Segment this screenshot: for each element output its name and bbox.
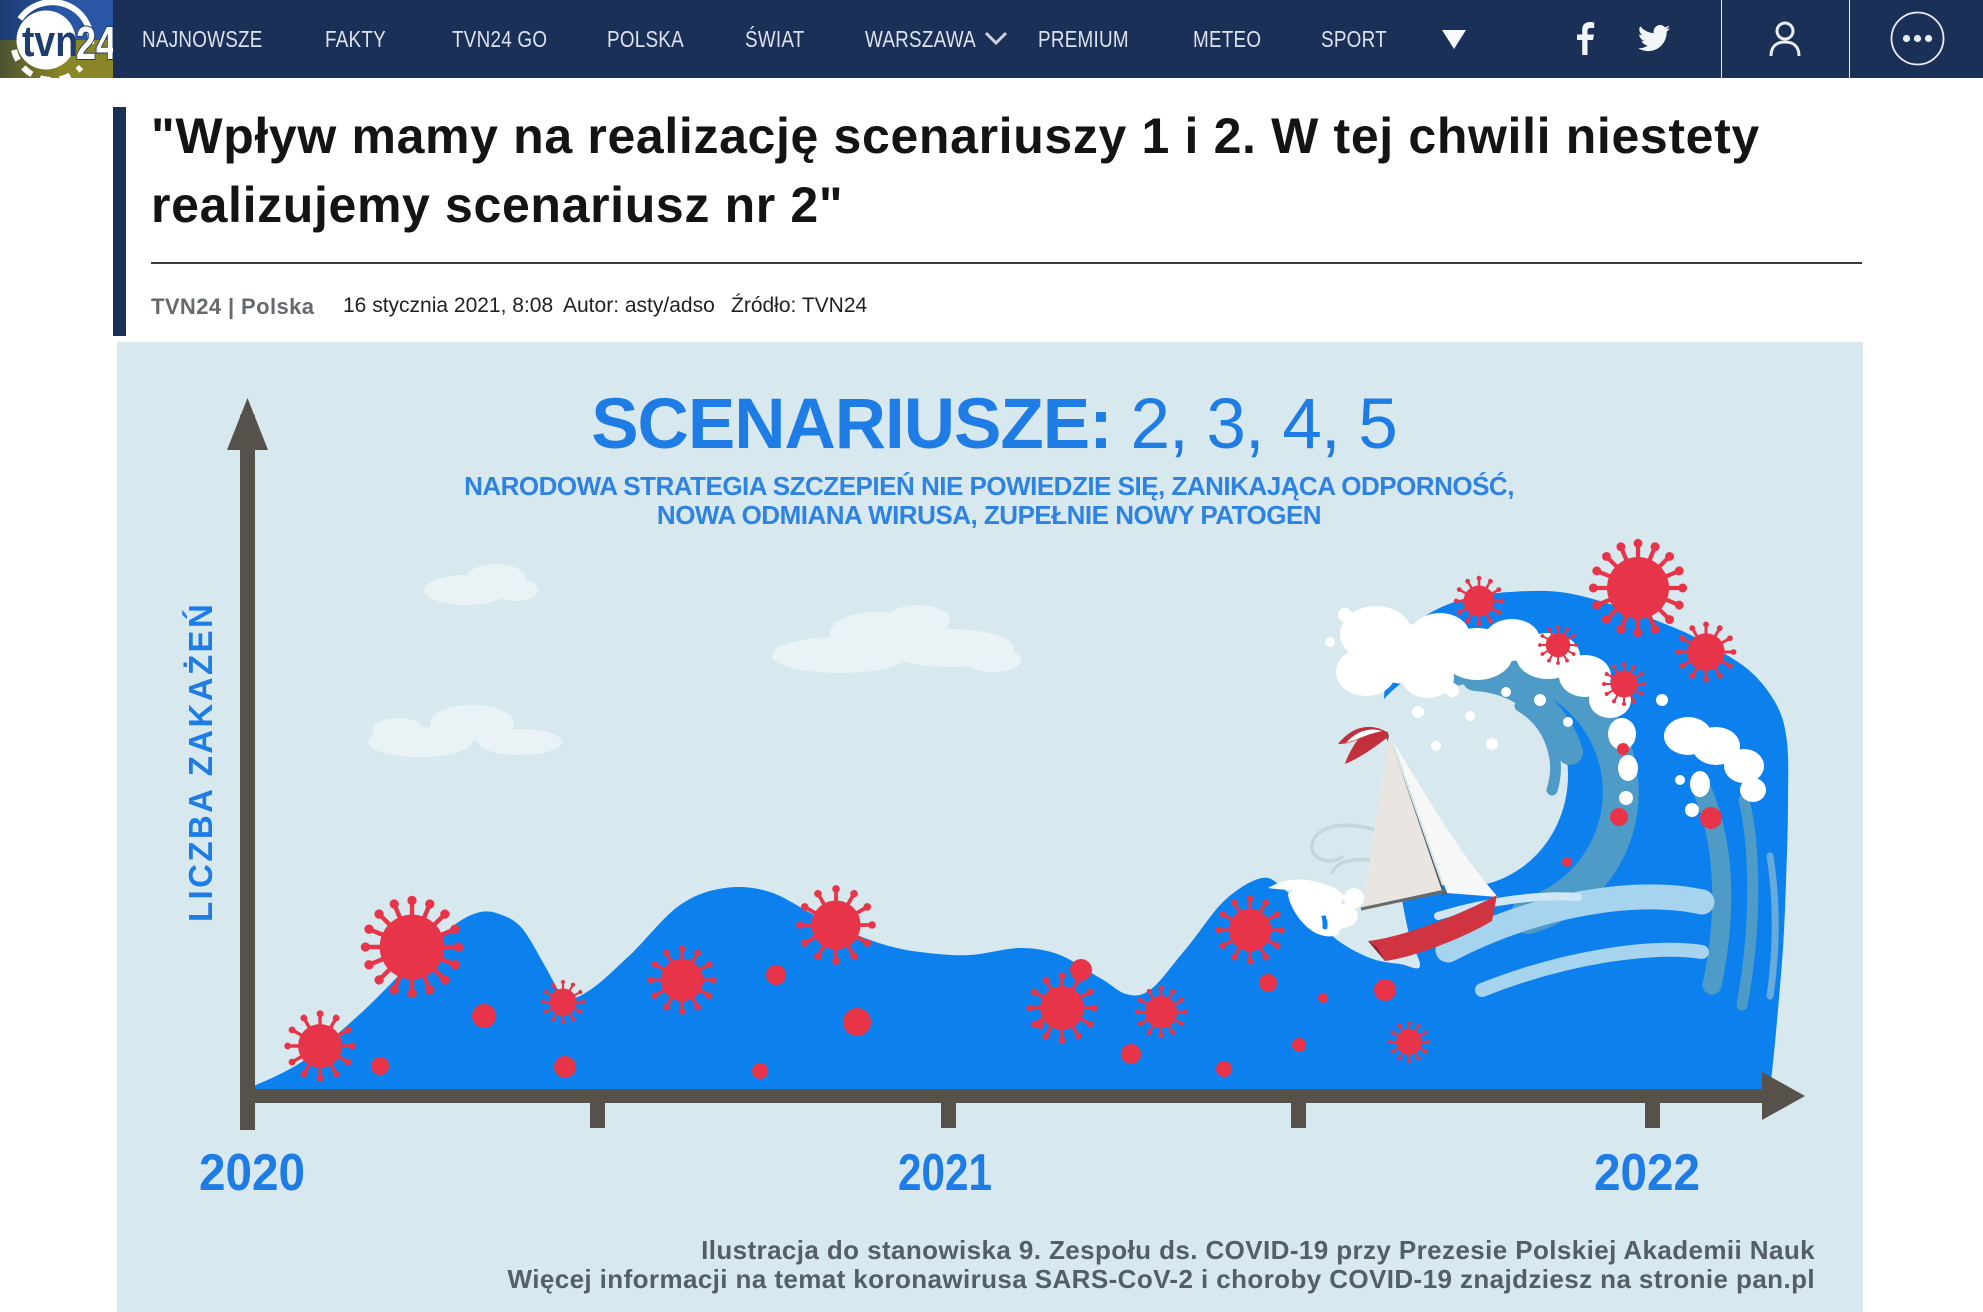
svg-text:NOWA ODMIANA WIRUSA, ZUPEŁNIE: NOWA ODMIANA WIRUSA, ZUPEŁNIE NOWY PATOG…: [657, 500, 1321, 530]
svg-text:2020: 2020: [199, 1144, 305, 1202]
svg-text:24: 24: [76, 17, 113, 69]
svg-text:SCENARIUSZE: 2, 3, 4, 5: SCENARIUSZE: 2, 3, 4, 5: [591, 385, 1397, 464]
svg-text:2021: 2021: [898, 1144, 992, 1202]
svg-text:Ilustracja do stanowiska 9. Ze: Ilustracja do stanowiska 9. Zespołu ds. …: [701, 1235, 1815, 1265]
svg-text:Więcej informacji na temat kor: Więcej informacji na temat koronawirusa …: [508, 1264, 1815, 1294]
svg-text:LICZBA ZAKAŻEŃ: LICZBA ZAKAŻEŃ: [182, 602, 219, 922]
svg-text:tvn: tvn: [22, 17, 78, 66]
svg-text:NARODOWA STRATEGIA SZCZEPIEŃ N: NARODOWA STRATEGIA SZCZEPIEŃ NIE POWIEDZ…: [464, 471, 1514, 501]
svg-text:2022: 2022: [1594, 1144, 1700, 1202]
